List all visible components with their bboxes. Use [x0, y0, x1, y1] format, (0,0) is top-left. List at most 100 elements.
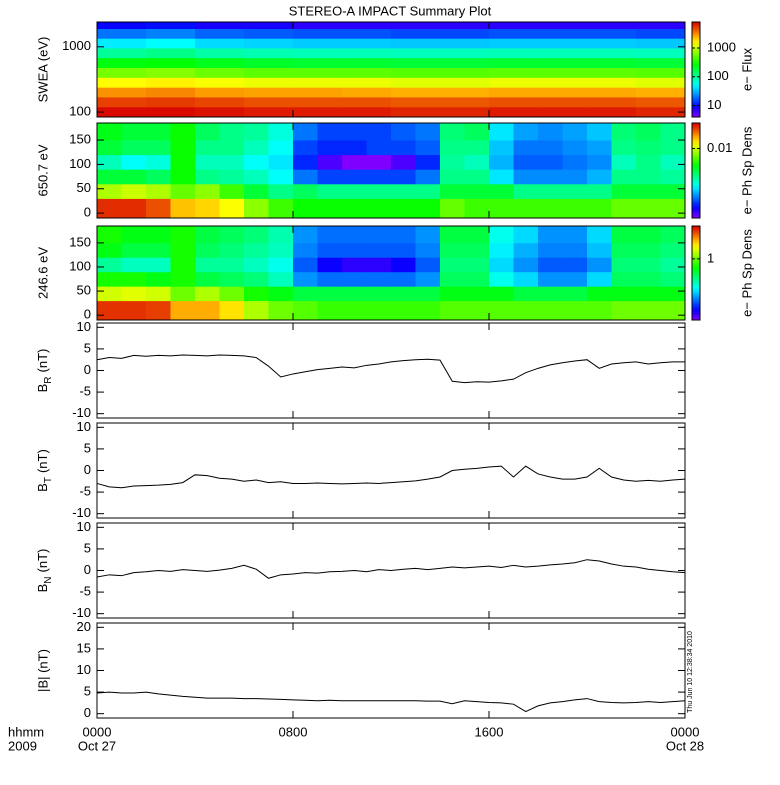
heatmap-cell [562, 154, 588, 170]
panel-frame [96, 225, 686, 321]
heatmap-cell [587, 169, 612, 185]
heatmap-cell [587, 123, 612, 141]
heatmap-cell [97, 22, 147, 30]
heatmap-cell [342, 38, 392, 49]
heatmap-cell [587, 28, 637, 39]
heatmap-cell [415, 226, 441, 244]
heatmap-cell [660, 226, 686, 244]
heatmap-cell [293, 154, 318, 170]
heatmap-cell [562, 226, 588, 244]
heatmap-cell [317, 300, 343, 321]
y-tick-label: 0 [84, 562, 91, 577]
heatmap-cell [219, 123, 245, 141]
heatmap-cell [611, 140, 637, 156]
heatmap-cell [489, 106, 539, 118]
colorbar-tick-label: 1 [707, 250, 714, 265]
heatmap-cell [97, 154, 122, 170]
heatmap-cell [268, 257, 294, 273]
heatmap-cell [244, 140, 269, 156]
heatmap-cell [317, 123, 343, 141]
heatmap-cell [636, 87, 686, 98]
x-date-label: Oct 27 [78, 738, 116, 753]
heatmap-cell [636, 226, 661, 244]
x-tick-label: 0000 [671, 724, 700, 739]
data-line [96, 354, 685, 384]
heatmap-cell [489, 140, 514, 156]
heatmap-cell [489, 38, 539, 49]
heatmap-cell [489, 286, 514, 302]
y-tick-label: 1000 [62, 38, 91, 53]
heatmap-cell [587, 226, 612, 244]
colorbar-tick-label: 0.01 [707, 140, 732, 155]
heatmap-cell [538, 57, 588, 69]
colorbar [691, 122, 701, 219]
heatmap-cell [415, 169, 441, 185]
heatmap-cell [195, 242, 220, 258]
heatmap-cell [195, 57, 245, 69]
y-label-unit: (nT) [35, 349, 50, 373]
heatmap-cell [366, 286, 392, 302]
heatmap-cell [391, 140, 416, 156]
heatmap-cell [317, 154, 343, 170]
heatmap-cell [317, 198, 343, 219]
heatmap-cell [219, 169, 245, 185]
heatmap-cell [268, 123, 294, 141]
heatmap-cell [170, 300, 196, 321]
heatmap-cell [415, 242, 441, 258]
heatmap-cell [268, 286, 294, 302]
heatmap-cell [611, 286, 637, 302]
heatmap-cell [636, 271, 661, 287]
heatmap-cell [391, 226, 416, 244]
heatmap-cell [293, 226, 318, 244]
y-label-symbol: B [35, 584, 50, 593]
heatmap-cell [146, 271, 171, 287]
heatmap-cell [366, 198, 392, 219]
heatmap-cell [146, 22, 196, 30]
heatmap-cell [244, 183, 269, 199]
heatmap-cell [660, 183, 686, 199]
heatmap-cell [440, 77, 490, 88]
heatmap-cell [464, 183, 490, 199]
heatmap-cell [293, 67, 343, 78]
heatmap-cell [440, 183, 465, 199]
plot-title: STEREO-A IMPACT Summary Plot [289, 3, 492, 18]
heatmap-cell [562, 242, 588, 258]
heatmap-cell [660, 257, 686, 273]
heatmap-cell [170, 198, 196, 219]
heatmap-cell [538, 77, 588, 88]
heatmap-cell [195, 123, 220, 141]
heatmap-cell [244, 123, 269, 141]
y-axis-label: 246.6 eV [35, 247, 50, 299]
heatmap-cell [562, 300, 588, 321]
heatmap-cell [513, 183, 539, 199]
heatmap-cell [170, 242, 196, 258]
heatmap-cell [440, 300, 465, 321]
y-label-subscript: R [43, 376, 54, 383]
heatmap-cell [342, 286, 367, 302]
heatmap-cell [293, 242, 318, 258]
heatmap-cell [440, 242, 465, 258]
heatmap-cell [464, 226, 490, 244]
heatmap-cell [97, 57, 147, 69]
heatmap-cell [366, 169, 392, 185]
y-label-symbol: B [35, 483, 50, 492]
heatmap-cell [562, 271, 588, 287]
heatmap-cell [121, 140, 147, 156]
heatmap-cell [268, 154, 294, 170]
heatmap-cell [195, 140, 220, 156]
y-axis-label: 650.7 eV [35, 144, 50, 196]
heatmap-cell [464, 169, 490, 185]
heatmap-cell [146, 242, 171, 258]
heatmap-cell [636, 154, 661, 170]
heatmap-cell [342, 106, 392, 118]
heatmap-cell [342, 140, 367, 156]
heatmap-cell [538, 106, 588, 118]
year-label: 2009 [8, 738, 37, 753]
heatmap-cell [366, 140, 392, 156]
heatmap-cell [636, 257, 661, 273]
heatmap-cell [513, 257, 539, 273]
heatmap-cell [636, 67, 686, 78]
heatmap-cell [415, 140, 441, 156]
data-line [96, 691, 686, 713]
heatmap-cell [219, 271, 245, 287]
